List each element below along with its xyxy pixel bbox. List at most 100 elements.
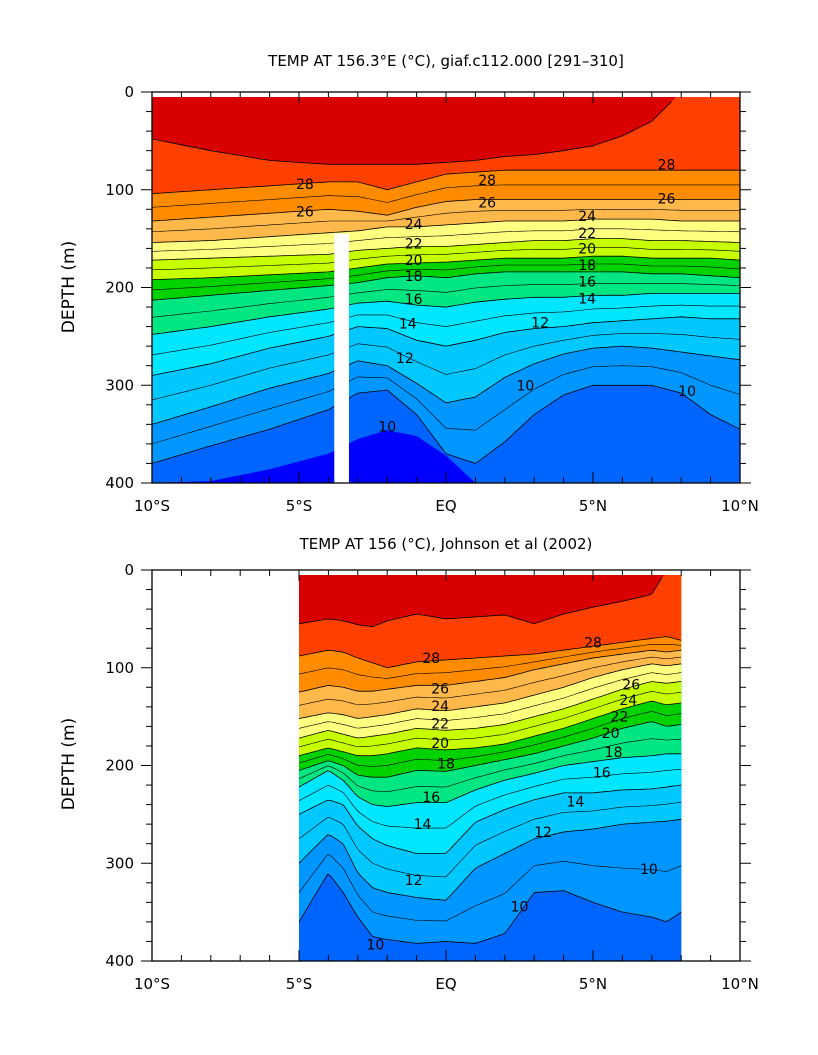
contour-label: 22	[611, 710, 629, 726]
contour-label: 14	[578, 291, 596, 307]
isotherm-minor	[298, 801, 682, 878]
y-tick-label: 300	[105, 854, 134, 872]
contour-label: 10	[367, 937, 385, 953]
x-tick-label: 10°N	[721, 975, 759, 993]
isotherm-minor	[151, 228, 741, 252]
isotherm-minor	[298, 672, 682, 729]
isotherm-28	[298, 636, 682, 669]
contour-label: 28	[584, 635, 602, 651]
fill-band-29	[152, 97, 740, 165]
contour-label: 26	[478, 195, 496, 211]
isotherm-14	[298, 784, 682, 854]
isotherm-26	[151, 199, 740, 222]
isotherm-minor	[298, 644, 682, 679]
contour-label: 20	[578, 241, 596, 257]
isotherm-minor	[298, 691, 682, 748]
contour-label: 18	[437, 757, 455, 773]
contour-label: 10	[516, 378, 534, 394]
x-tick-label: 10°S	[134, 497, 170, 515]
contour-label: 28	[296, 177, 314, 193]
contour-label: 20	[405, 253, 423, 269]
x-tick-label: 5°S	[286, 975, 313, 993]
contour-label: 24	[405, 217, 423, 233]
y-tick-label: 100	[105, 659, 134, 677]
contour-label: 24	[431, 699, 449, 715]
isotherm-10	[298, 873, 682, 944]
contour-label: 18	[578, 258, 596, 274]
x-tick-label: 5°N	[579, 975, 607, 993]
contour-label: 18	[405, 269, 423, 285]
contour-label: 16	[578, 275, 596, 291]
x-tick-label: 5°N	[579, 497, 607, 515]
contour-label: 20	[431, 736, 449, 752]
y-tick-label: 100	[105, 181, 134, 199]
y-axis-label: DEPTH (m)	[59, 241, 79, 333]
contour-fills	[299, 575, 682, 961]
isotherm-20	[298, 700, 682, 757]
contour-label: 24	[578, 209, 596, 225]
contour-fills	[152, 97, 740, 483]
panel-title: TEMP AT 156.3°E (°C), giaf.c112.000 [291…	[267, 52, 624, 70]
y-tick-label: 0	[124, 561, 134, 579]
contour-label: 14	[414, 817, 432, 833]
contour-label: 16	[405, 292, 423, 308]
contour-lines	[151, 101, 741, 464]
isotherm-22	[298, 681, 682, 739]
y-axis-label: DEPTH (m)	[59, 718, 79, 810]
isotherm-20	[151, 255, 741, 281]
isotherm-28	[151, 169, 740, 195]
contour-label: 26	[622, 677, 640, 693]
isotherm-minor	[151, 365, 741, 445]
isotherm-minor	[298, 854, 682, 922]
isotherm-minor	[151, 333, 741, 401]
y-tick-label: 300	[105, 376, 134, 394]
x-tick-label: 5°S	[286, 497, 313, 515]
contour-label: 14	[566, 795, 584, 811]
contour-label: 10	[640, 862, 658, 878]
isotherm-minor	[298, 738, 682, 792]
isotherm-16	[151, 293, 740, 335]
contour-label: 10	[511, 899, 529, 915]
contour-label: 22	[405, 237, 423, 253]
missing-data-column	[334, 233, 349, 483]
isotherm-18	[298, 721, 682, 778]
y-tick-label: 0	[124, 83, 134, 101]
isotherm-18	[151, 271, 741, 301]
contour-label: 22	[431, 716, 449, 732]
isotherm-29	[298, 577, 663, 628]
contour-lines	[298, 577, 682, 944]
contour-label: 22	[578, 226, 596, 242]
contour-label: 24	[619, 693, 637, 709]
axis-ticks: 10°S 5°S EQ 5°N 10°N 0 100 200 300 400	[105, 83, 759, 515]
isotherm-24	[298, 663, 682, 719]
isotherm-minor	[151, 283, 741, 318]
isotherm-26	[298, 649, 682, 693]
panel-model: TEMP AT 156.3°E (°C), giaf.c112.000 [291…	[59, 52, 759, 515]
isotherm-minor	[298, 711, 682, 767]
x-tick-label: EQ	[435, 975, 456, 993]
x-tick-label: EQ	[435, 497, 456, 515]
x-tick-label: 10°N	[721, 497, 759, 515]
contour-label: 12	[405, 873, 423, 889]
contour-label: 20	[602, 726, 620, 742]
isotherm-16	[298, 753, 682, 807]
contour-label: 26	[296, 204, 314, 220]
contour-label: 12	[396, 351, 414, 367]
panel-observations: TEMP AT 156 (°C), Johnson et al (2002) D…	[59, 535, 759, 993]
isotherm-29	[151, 101, 672, 165]
contour-labels: 2826282628262422201816141224222018161412…	[296, 157, 696, 435]
contour-label: 28	[422, 651, 440, 667]
contour-label: 28	[658, 157, 676, 173]
contour-label: 16	[593, 765, 611, 781]
isotherm-minor	[151, 209, 740, 233]
x-tick-label: 10°S	[134, 975, 170, 993]
contour-label: 18	[605, 745, 623, 761]
isotherm-minor	[151, 247, 741, 271]
y-tick-label: 400	[105, 474, 134, 492]
fill-band-29	[299, 575, 682, 627]
panel-title: TEMP AT 156 (°C), Johnson et al (2002)	[299, 535, 593, 553]
contour-label: 10	[678, 384, 696, 400]
isotherm-24	[151, 218, 740, 243]
y-tick-label: 200	[105, 757, 134, 775]
